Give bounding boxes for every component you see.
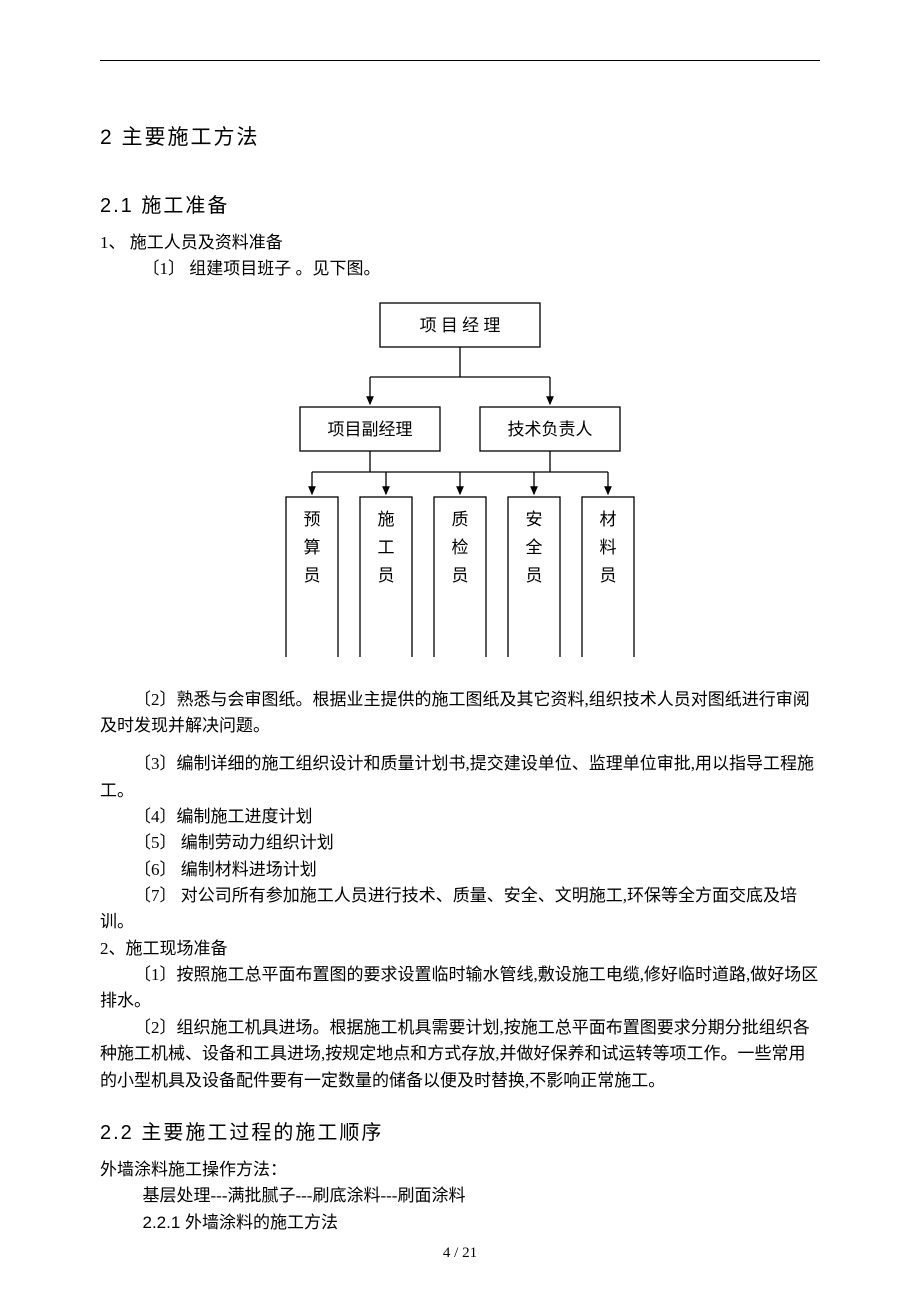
p7: 〔7〕 对公司所有参加施工人员进行技术、质量、安全、文明施工,环保等全方面交底及… bbox=[100, 883, 820, 936]
p4: 〔4〕编制施工进度计划 bbox=[100, 804, 820, 830]
svg-text:预: 预 bbox=[304, 510, 321, 529]
svg-text:员: 员 bbox=[378, 566, 395, 585]
p8: 2、施工现场准备 bbox=[100, 936, 820, 962]
svg-text:技术负责人: 技术负责人 bbox=[508, 420, 593, 439]
p5: 〔5〕 编制劳动力组织计划 bbox=[100, 830, 820, 856]
p11: 外墙涂料施工操作方法： bbox=[100, 1157, 820, 1183]
svg-text:项 目 经 理: 项 目 经 理 bbox=[420, 316, 501, 335]
org-chart: 项 目 经 理项目副经理技术负责人预算员施工员质检员安全员材料员 bbox=[100, 297, 820, 657]
p10: 〔2〕组织施工机具进场。根据施工机具需要计划,按施工总平面布置图要求分期分批组织… bbox=[100, 1015, 820, 1094]
p6: 〔6〕 编制材料进场计划 bbox=[100, 857, 820, 883]
top-rule bbox=[100, 60, 820, 61]
svg-text:工: 工 bbox=[378, 538, 395, 557]
svg-text:员: 员 bbox=[600, 566, 617, 585]
svg-text:员: 员 bbox=[452, 566, 469, 585]
heading-section-2: 2 主要施工方法 bbox=[100, 121, 820, 151]
svg-text:员: 员 bbox=[304, 566, 321, 585]
svg-text:员: 员 bbox=[526, 566, 543, 585]
p2: 〔2〕熟悉与会审图纸。根据业主提供的施工图纸及其它资料,组织技术人员对图纸进行审… bbox=[100, 687, 820, 740]
heading-2-2: 2.2 主要施工过程的施工顺序 bbox=[100, 1116, 820, 1145]
p9: 〔1〕按照施工总平面布置图的要求设置临时输水管线,敷设施工电缆,修好临时道路,做… bbox=[100, 962, 820, 1015]
svg-text:质: 质 bbox=[452, 510, 469, 529]
svg-text:算: 算 bbox=[304, 538, 321, 557]
heading-2-1: 2.1 施工准备 bbox=[100, 189, 820, 218]
svg-text:全: 全 bbox=[526, 538, 543, 557]
org-chart-svg: 项 目 经 理项目副经理技术负责人预算员施工员质检员安全员材料员 bbox=[200, 297, 720, 657]
svg-text:材: 材 bbox=[600, 510, 617, 529]
p12: 基层处理---满批腻子---刷底涂料---刷面涂料 bbox=[100, 1183, 820, 1209]
svg-text:施: 施 bbox=[378, 510, 395, 529]
p1-line2: 〔1〕 组建项目班子 。见下图。 bbox=[100, 256, 820, 282]
p3: 〔3〕编制详细的施工组织设计和质量计划书,提交建设单位、监理单位审批,用以指导工… bbox=[100, 751, 820, 804]
svg-text:检: 检 bbox=[452, 538, 469, 557]
svg-text:项目副经理: 项目副经理 bbox=[328, 420, 413, 439]
p1-line1: 1、 施工人员及资料准备 bbox=[100, 230, 820, 256]
svg-text:料: 料 bbox=[600, 538, 617, 557]
page-number: 4 / 21 bbox=[0, 1245, 920, 1262]
svg-text:安: 安 bbox=[526, 510, 543, 529]
p13: 2.2.1 外墙涂料的施工方法 bbox=[100, 1210, 820, 1236]
